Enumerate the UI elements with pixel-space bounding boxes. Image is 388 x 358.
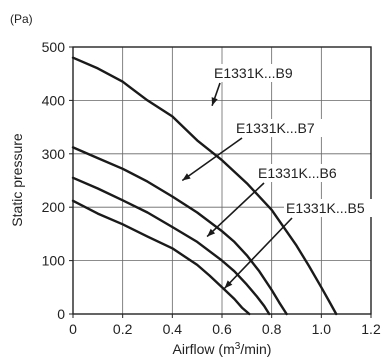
series-label-bg-3	[256, 164, 346, 182]
y-tick-label: 300	[42, 146, 66, 162]
x-axis-title-suffix: /min)	[240, 341, 271, 357]
series-line-4	[71, 199, 251, 316]
series-label-bg-2	[234, 119, 324, 137]
x-tick-label: 0.8	[262, 321, 282, 337]
y-axis-unit: (Pa)	[10, 12, 33, 26]
x-tick-label: 0.4	[163, 321, 183, 337]
x-axis-title-sup: 3	[235, 341, 241, 352]
series-arrow-1	[211, 97, 218, 106]
x-tick-label: 0.6	[212, 321, 232, 337]
series-leader-4	[223, 217, 293, 289]
x-tick-label: 0.2	[113, 321, 133, 337]
series-label-bg-1	[212, 64, 302, 82]
y-tick-label: 400	[42, 92, 66, 108]
series-line-3	[71, 176, 271, 316]
x-tick-label: 1.0	[312, 321, 332, 337]
series-label-2: E1331K...B7	[236, 120, 315, 136]
series-arrow-4	[224, 280, 233, 289]
series-label-3: E1331K...B6	[258, 165, 337, 181]
x-tick-label: 1.2	[361, 321, 381, 337]
y-tick-label: 0	[57, 306, 65, 322]
series-arrow-2	[182, 173, 191, 181]
series-leader-2	[181, 137, 243, 182]
x-tick-label: 0	[69, 321, 77, 337]
series-label-1: E1331K...B9	[214, 65, 293, 81]
series-line-2	[71, 146, 288, 316]
y-axis-title: Static pressure	[9, 133, 25, 227]
y-tick-label: 200	[42, 199, 66, 215]
y-tick-label: 500	[42, 39, 66, 55]
series-arrow-3	[207, 228, 216, 237]
curves	[71, 56, 338, 316]
series-labels: E1331K...B9 E1331K...B7 E1331K...B6 E1331K.…	[181, 64, 374, 289]
series-line-1	[71, 56, 338, 316]
x-axis-title-prefix: Airflow (m	[173, 341, 235, 357]
series-label-bg-4	[284, 199, 374, 217]
series-leader-3	[206, 182, 265, 238]
x-axis-title: Airflow (m3/min)	[173, 341, 272, 357]
x-ticks: 0 0.2 0.4 0.6 0.8 1.0 1.2	[69, 314, 381, 337]
y-tick-label: 100	[42, 253, 66, 269]
series-label-4: E1331K...B5	[286, 200, 365, 216]
y-ticks: 0 100 200 300 400 500	[42, 39, 73, 322]
